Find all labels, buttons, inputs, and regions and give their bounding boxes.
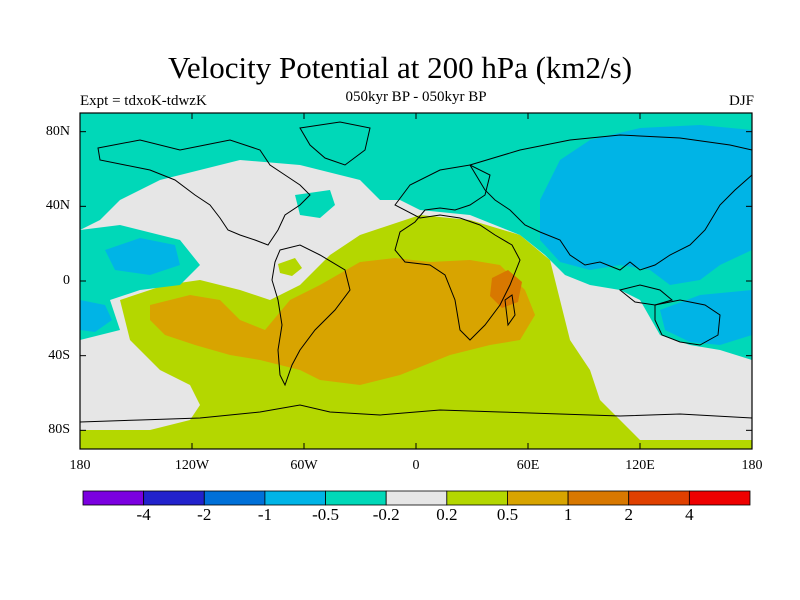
colorbar-cell bbox=[203, 490, 266, 506]
colorbar-label: 2 bbox=[624, 505, 633, 524]
colorbar bbox=[82, 490, 751, 506]
coastlines bbox=[80, 121, 752, 423]
season-label: DJF bbox=[728, 93, 754, 109]
colorbar-label: 0.5 bbox=[496, 505, 519, 524]
colorbar-cell bbox=[446, 490, 508, 506]
field-band-blue-seasia bbox=[660, 290, 752, 345]
colorbar-cell bbox=[325, 490, 387, 506]
chart-subtitle: 050kyr BP - 050kyr BP bbox=[345, 89, 487, 105]
colorbar-cell bbox=[385, 490, 448, 506]
lon-tick-label: 120E bbox=[625, 458, 655, 473]
field-band-amazon-green bbox=[278, 258, 302, 276]
colorbar-cell bbox=[143, 490, 205, 506]
field-band-atlantic-green bbox=[350, 235, 395, 262]
colorbar-cell bbox=[628, 490, 690, 506]
lat-tick-label: 80S bbox=[48, 422, 70, 438]
lon-tick-label: 180 bbox=[69, 458, 91, 473]
antarctica-outline bbox=[80, 404, 752, 423]
europe-africa-outline bbox=[394, 164, 521, 341]
lat-tick-label: 40S bbox=[48, 347, 70, 363]
lon-tick-label: 60E bbox=[516, 458, 540, 473]
field-band-blue-south-pacific bbox=[80, 300, 112, 332]
lat-tick-label: 0 bbox=[63, 273, 70, 288]
chart-title: Velocity Potential at 200 hPa (km2/s) bbox=[167, 50, 633, 85]
madagascar-outline bbox=[504, 294, 516, 327]
lat-tick-label: 80N bbox=[45, 123, 70, 139]
australia-outline bbox=[654, 299, 721, 346]
colorbar-label: -2 bbox=[197, 505, 212, 524]
south-america-outline bbox=[271, 244, 351, 387]
colorbar-cell bbox=[688, 490, 751, 506]
colorbar-label: -0.5 bbox=[312, 505, 339, 524]
field-band-blue-pacific bbox=[105, 238, 180, 275]
lon-tick-label: 0 bbox=[412, 458, 420, 473]
map-field bbox=[80, 113, 752, 449]
colorbar-label: 4 bbox=[685, 505, 694, 524]
lon-tick-label: 60W bbox=[290, 458, 318, 473]
field-band-orange bbox=[150, 258, 535, 385]
lon-tick-label: 120W bbox=[174, 458, 210, 473]
colorbar-cells bbox=[82, 490, 751, 506]
colorbar-label: -0.2 bbox=[372, 505, 400, 524]
field-band-teal-atlantic bbox=[295, 190, 335, 218]
colorbar-cell bbox=[567, 490, 630, 506]
field-band-blue-asia bbox=[540, 125, 752, 285]
lon-tick-label: 180 bbox=[741, 458, 763, 473]
experiment-label: Expt = tdxoK-tdwzK bbox=[80, 93, 207, 109]
colorbar-cell bbox=[82, 490, 145, 506]
colorbar-label: 1 bbox=[563, 505, 573, 524]
colorbar-cell bbox=[507, 490, 569, 506]
colorbar-label: -4 bbox=[136, 505, 151, 524]
greenland-outline bbox=[299, 121, 371, 166]
field-band-dark-orange bbox=[490, 270, 522, 308]
colorbar-label: 0.2 bbox=[436, 505, 458, 524]
colorbar-cell bbox=[264, 490, 326, 506]
north-america-outline bbox=[97, 139, 311, 246]
lat-tick-label: 40N bbox=[45, 198, 70, 214]
colorbar-label: -1 bbox=[257, 505, 272, 524]
axis-ticks bbox=[79, 113, 753, 449]
maritime-continent-outline bbox=[618, 284, 674, 306]
asia-outline bbox=[469, 134, 752, 271]
